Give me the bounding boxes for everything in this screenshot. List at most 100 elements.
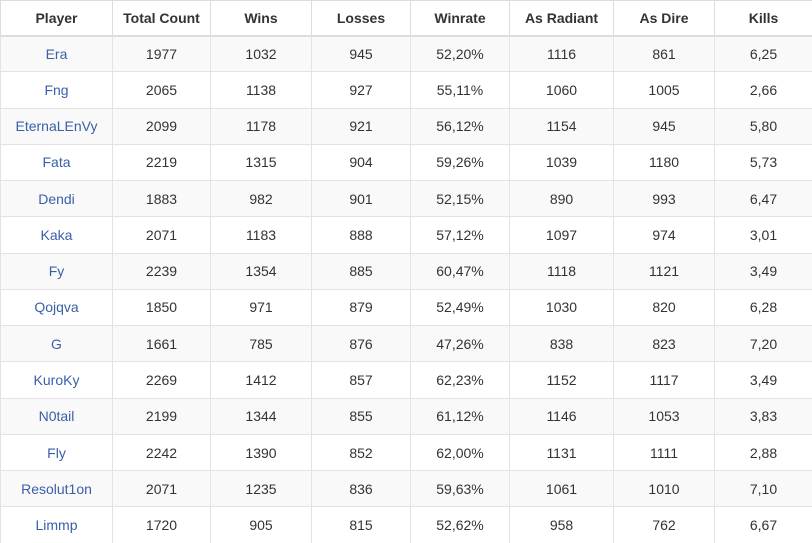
cell-wins: 1235 <box>210 470 312 508</box>
cell-losses: 815 <box>311 506 411 543</box>
cell-player: Era <box>0 34 113 73</box>
cell-kills: 7,20 <box>714 325 812 363</box>
column-header-as_radiant[interactable]: As Radiant <box>509 0 614 37</box>
cell-as_radiant: 1152 <box>509 361 614 399</box>
cell-losses: 888 <box>311 216 411 254</box>
table-row: Resolut1on 2071 1235 836 59,63% 1061 1010 7,10 <box>0 470 812 508</box>
cell-as_dire: 1111 <box>613 433 715 472</box>
player-link[interactable]: Fy <box>48 263 65 280</box>
cell-winrate: 57,12% <box>410 216 510 254</box>
cell-winrate: 59,63% <box>410 470 510 508</box>
player-link[interactable]: Kaka <box>40 226 73 243</box>
cell-as_radiant: 1030 <box>509 288 614 327</box>
header-row: Player Total Count Wins Losses Winrate As Rad… <box>0 0 812 37</box>
table-row: Limmp 1720 905 815 52,62% 958 762 6,67 <box>0 506 812 543</box>
cell-winrate: 62,00% <box>410 433 510 472</box>
cell-as_radiant: 958 <box>509 506 614 543</box>
cell-as_radiant: 1131 <box>509 433 614 472</box>
column-header-winrate[interactable]: Winrate <box>410 0 510 37</box>
cell-as_dire: 861 <box>613 34 715 73</box>
cell-player: Resolut1on <box>0 470 113 508</box>
cell-as_radiant: 838 <box>509 325 614 363</box>
cell-winrate: 61,12% <box>410 397 510 435</box>
cell-winrate: 52,49% <box>410 288 510 327</box>
cell-kills: 3,01 <box>714 216 812 254</box>
cell-total_count: 2239 <box>112 252 211 290</box>
table-row: Era 1977 1032 945 52,20% 1116 861 6,25 <box>0 34 812 73</box>
cell-as_radiant: 890 <box>509 180 614 218</box>
cell-player: G <box>0 325 113 363</box>
cell-player: EternaLEnVy <box>0 107 113 145</box>
cell-winrate: 56,12% <box>410 107 510 145</box>
cell-losses: 855 <box>311 397 411 435</box>
cell-wins: 1390 <box>210 433 312 472</box>
cell-total_count: 1661 <box>112 325 211 363</box>
cell-losses: 879 <box>311 288 411 327</box>
cell-player: Qojqva <box>0 288 113 327</box>
cell-as_dire: 1005 <box>613 71 715 109</box>
player-link[interactable]: Era <box>45 45 68 62</box>
cell-winrate: 52,15% <box>410 180 510 218</box>
column-header-as_dire[interactable]: As Dire <box>613 0 715 37</box>
player-link[interactable]: Resolut1on <box>21 480 92 497</box>
cell-as_radiant: 1061 <box>509 470 614 508</box>
cell-wins: 1354 <box>210 252 312 290</box>
cell-kills: 2,88 <box>714 433 812 472</box>
cell-as_radiant: 1118 <box>509 252 614 290</box>
player-link[interactable]: Fly <box>47 444 66 461</box>
cell-losses: 945 <box>311 34 411 73</box>
table-row: Fata 2219 1315 904 59,26% 1039 1180 5,73 <box>0 143 812 182</box>
cell-total_count: 2071 <box>112 470 211 508</box>
cell-as_dire: 1180 <box>613 143 715 182</box>
cell-kills: 3,49 <box>714 252 812 290</box>
table-row: Fy 2239 1354 885 60,47% 1118 1121 3,49 <box>0 252 812 290</box>
cell-winrate: 47,26% <box>410 325 510 363</box>
cell-player: Kaka <box>0 216 113 254</box>
player-link[interactable]: N0tail <box>38 408 75 425</box>
cell-kills: 5,80 <box>714 107 812 145</box>
column-header-kills[interactable]: Kills <box>714 0 812 37</box>
cell-total_count: 2099 <box>112 107 211 145</box>
cell-as_radiant: 1116 <box>509 34 614 73</box>
cell-as_dire: 974 <box>613 216 715 254</box>
player-link[interactable]: Fata <box>42 154 71 171</box>
cell-wins: 905 <box>210 506 312 543</box>
column-header-player[interactable]: Player <box>0 0 113 37</box>
cell-player: Fng <box>0 71 113 109</box>
cell-player: Dendi <box>0 180 113 218</box>
player-link[interactable]: Dendi <box>38 190 75 207</box>
cell-winrate: 62,23% <box>410 361 510 399</box>
cell-winrate: 55,11% <box>410 71 510 109</box>
cell-as_radiant: 1060 <box>509 71 614 109</box>
player-link[interactable]: EternaLEnVy <box>15 118 98 135</box>
cell-kills: 3,83 <box>714 397 812 435</box>
cell-as_dire: 1010 <box>613 470 715 508</box>
player-link[interactable]: Fng <box>44 81 69 98</box>
cell-wins: 1315 <box>210 143 312 182</box>
player-link[interactable]: Limmp <box>35 517 78 534</box>
cell-winrate: 59,26% <box>410 143 510 182</box>
cell-wins: 1032 <box>210 34 312 73</box>
column-header-losses[interactable]: Losses <box>311 0 411 37</box>
cell-losses: 857 <box>311 361 411 399</box>
table-row: Dendi 1883 982 901 52,15% 890 993 6,47 <box>0 180 812 218</box>
cell-player: KuroKy <box>0 361 113 399</box>
player-link[interactable]: KuroKy <box>33 372 80 389</box>
cell-total_count: 2269 <box>112 361 211 399</box>
cell-as_dire: 820 <box>613 288 715 327</box>
table-row: G 1661 785 876 47,26% 838 823 7,20 <box>0 325 812 363</box>
cell-total_count: 1883 <box>112 180 211 218</box>
table-body: Era 1977 1032 945 52,20% 1116 861 6,25 Fng 2065 11… <box>0 34 812 543</box>
player-link[interactable]: Qojqva <box>34 299 79 316</box>
cell-kills: 6,67 <box>714 506 812 543</box>
cell-as_radiant: 1039 <box>509 143 614 182</box>
player-link[interactable]: G <box>51 335 62 352</box>
column-header-wins[interactable]: Wins <box>210 0 312 37</box>
column-header-total_count[interactable]: Total Count <box>112 0 211 37</box>
cell-losses: 921 <box>311 107 411 145</box>
cell-wins: 1344 <box>210 397 312 435</box>
cell-player: Fy <box>0 252 113 290</box>
cell-as_dire: 823 <box>613 325 715 363</box>
table-row: Qojqva 1850 971 879 52,49% 1030 820 6,28 <box>0 288 812 327</box>
cell-kills: 5,73 <box>714 143 812 182</box>
